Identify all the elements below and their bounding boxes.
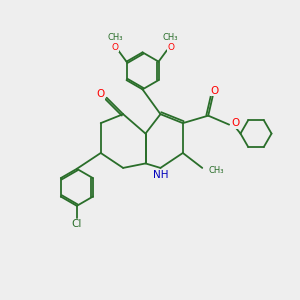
Text: O: O (112, 43, 119, 52)
Text: CH₃: CH₃ (209, 166, 224, 175)
Text: O: O (232, 118, 240, 128)
Text: Cl: Cl (72, 219, 82, 230)
Text: O: O (96, 89, 104, 99)
Text: CH₃: CH₃ (163, 33, 178, 42)
Text: NH: NH (153, 170, 168, 180)
Text: CH₃: CH₃ (107, 33, 123, 42)
Text: O: O (167, 43, 174, 52)
Text: O: O (210, 86, 218, 96)
